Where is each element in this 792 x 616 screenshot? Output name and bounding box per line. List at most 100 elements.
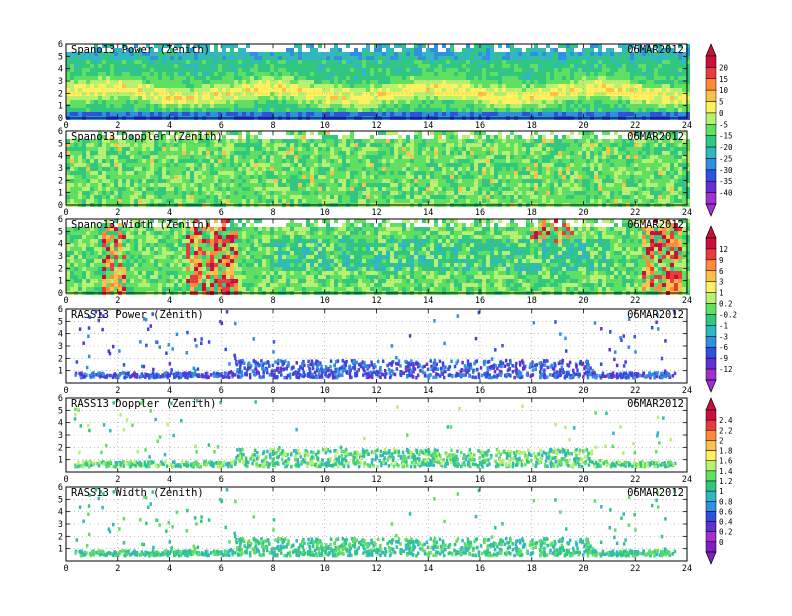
heatmap-cell [298, 96, 302, 100]
heatmap-cell [78, 112, 82, 116]
heatmap-cell [186, 171, 190, 175]
heatmap-cell [482, 159, 486, 163]
heatmap-cell [370, 84, 374, 88]
heatmap-cell [390, 187, 394, 191]
heatmap-cell [146, 199, 150, 203]
heatmap-cell [494, 179, 498, 183]
heatmap-cell [198, 72, 202, 76]
heatmap-cell [446, 72, 450, 76]
heatmap-cell [242, 167, 246, 171]
heatmap-cell [502, 72, 506, 76]
heatmap-cell [490, 44, 494, 48]
heatmap-cell [418, 159, 422, 163]
heatmap-cell [198, 80, 202, 84]
heatmap-cell [198, 100, 202, 104]
heatmap-cell [78, 104, 82, 108]
heatmap-cell [602, 108, 606, 112]
heatmap-cell [118, 104, 122, 108]
heatmap-cell [374, 104, 378, 108]
heatmap-cell [502, 163, 506, 167]
heatmap-cell [66, 88, 70, 92]
heatmap-cell [130, 151, 134, 155]
heatmap-cell [350, 139, 354, 143]
heatmap-cell [498, 108, 502, 112]
heatmap-cell [446, 195, 450, 199]
heatmap-cell [262, 72, 266, 76]
heatmap-cell [326, 151, 330, 155]
heatmap-cell [418, 183, 422, 187]
heatmap-cell [542, 72, 546, 76]
heatmap-cell [254, 72, 258, 76]
heatmap-cell [486, 64, 490, 68]
heatmap-cell [290, 167, 294, 171]
heatmap-cell [238, 151, 242, 155]
heatmap-cell [590, 100, 594, 104]
heatmap-cell [158, 72, 162, 76]
heatmap-cell [518, 183, 522, 187]
heatmap-cell [562, 76, 566, 80]
heatmap-cell [234, 151, 238, 155]
heatmap-cell [186, 100, 190, 104]
heatmap-cell [142, 195, 146, 199]
heatmap-cell [550, 48, 554, 52]
heatmap-cell [318, 84, 322, 88]
heatmap-cell [270, 72, 274, 76]
heatmap-cell [446, 139, 450, 143]
heatmap-cell [398, 175, 402, 179]
heatmap-cell [282, 187, 286, 191]
heatmap-cell [210, 159, 214, 163]
heatmap-cell [658, 80, 662, 84]
heatmap-cell [162, 175, 166, 179]
heatmap-cell [534, 139, 538, 143]
heatmap-cell [350, 76, 354, 80]
heatmap-cell [282, 183, 286, 187]
heatmap-cell [366, 147, 370, 151]
heatmap-cell [650, 92, 654, 96]
heatmap-cell [330, 76, 334, 80]
heatmap-cell [390, 84, 394, 88]
heatmap-cell [410, 72, 414, 76]
heatmap-cell [446, 163, 450, 167]
heatmap-cell [534, 80, 538, 84]
heatmap-cell [202, 64, 206, 68]
heatmap-cell [234, 112, 238, 116]
heatmap-cell [106, 80, 110, 84]
heatmap-cell [342, 100, 346, 104]
heatmap-cell [446, 199, 450, 203]
heatmap-cell [310, 112, 314, 116]
heatmap-cell [294, 84, 298, 88]
heatmap-cell [494, 135, 498, 139]
heatmap-cell [358, 191, 362, 195]
heatmap-cell [314, 187, 318, 191]
heatmap-cell [366, 163, 370, 167]
heatmap-cell [330, 64, 334, 68]
heatmap-cell [190, 72, 194, 76]
heatmap-cell [646, 104, 650, 108]
heatmap-cell [390, 104, 394, 108]
heatmap-cell [346, 72, 350, 76]
heatmap-cell [486, 187, 490, 191]
heatmap-cell [202, 159, 206, 163]
heatmap-cell [494, 191, 498, 195]
heatmap-cell [406, 64, 410, 68]
heatmap-cell [430, 100, 434, 104]
heatmap-cell [290, 60, 294, 64]
heatmap-cell [578, 96, 582, 100]
heatmap-cell [174, 195, 178, 199]
heatmap-cell [442, 147, 446, 151]
heatmap-cell [670, 72, 674, 76]
heatmap-cell [258, 60, 262, 64]
heatmap-cell [666, 96, 670, 100]
heatmap-cell [490, 159, 494, 163]
heatmap-cell [342, 191, 346, 195]
heatmap-cell [206, 76, 210, 80]
heatmap-cell [70, 179, 74, 183]
heatmap-cell [226, 147, 230, 151]
heatmap-cell [598, 76, 602, 80]
heatmap-cell [210, 96, 214, 100]
heatmap-cell [126, 183, 130, 187]
heatmap-cell [362, 139, 366, 143]
heatmap-cell [502, 187, 506, 191]
heatmap-cell [358, 187, 362, 191]
heatmap-cell [118, 163, 122, 167]
